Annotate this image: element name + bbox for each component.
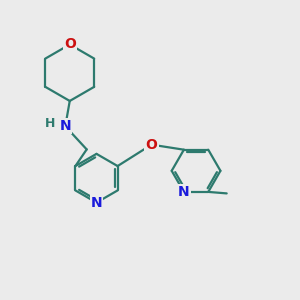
Text: N: N	[91, 196, 102, 210]
Text: O: O	[146, 138, 158, 152]
Text: H: H	[45, 117, 55, 130]
Text: O: O	[64, 38, 76, 52]
Text: N: N	[59, 119, 71, 133]
Text: N: N	[178, 185, 190, 199]
